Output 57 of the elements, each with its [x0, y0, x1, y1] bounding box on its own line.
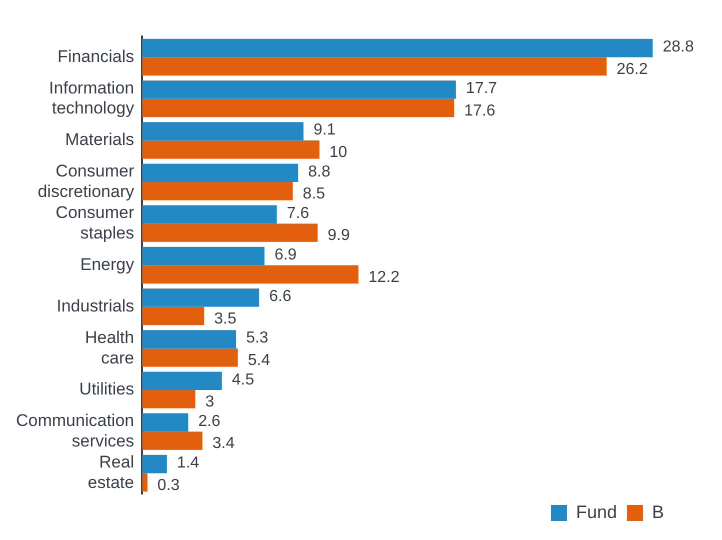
data-label: 4.5 [232, 371, 254, 388]
bar [142, 80, 456, 99]
bar [142, 38, 653, 58]
bar [142, 265, 358, 284]
data-label: 6.9 [274, 246, 297, 264]
y-tick-label: Real estate [88, 452, 134, 492]
bar [142, 473, 148, 492]
data-label: 17.7 [466, 80, 498, 98]
data-label: 8.5 [302, 186, 326, 203]
bar [142, 224, 318, 242]
bar [142, 164, 298, 182]
data-label: 2.6 [198, 412, 221, 430]
data-label: 5.3 [246, 330, 268, 347]
bar [142, 288, 260, 307]
y-tick-label: Communication services [16, 411, 134, 450]
data-label: 1.4 [176, 454, 200, 472]
data-label: 12.2 [368, 268, 400, 286]
bar [142, 98, 454, 118]
y-tick-label: Consumer staples [56, 203, 134, 242]
bar [142, 432, 202, 450]
bar [142, 330, 236, 348]
bar [142, 390, 196, 408]
bar [142, 205, 277, 224]
bar [142, 454, 167, 474]
y-tick-label: Information technology [49, 78, 135, 118]
data-label: 3.4 [212, 435, 235, 452]
data-label: 17.6 [464, 102, 496, 120]
data-label: 10 [329, 144, 348, 161]
legend-label: B [652, 502, 664, 522]
data-label: 8.8 [308, 163, 330, 180]
data-label: 6.6 [269, 288, 292, 306]
y-tick-label: Utilities [79, 380, 134, 399]
data-label: 26.2 [616, 60, 648, 78]
data-label: 3.5 [214, 310, 236, 328]
data-label: 28.8 [662, 38, 694, 56]
y-tick-label: Financials [58, 46, 134, 66]
bar [142, 372, 222, 390]
bar [142, 413, 188, 432]
bar [142, 348, 238, 367]
data-label: 3 [205, 394, 214, 411]
y-tick-label: Health care [84, 328, 134, 368]
data-label: 9.9 [328, 227, 350, 244]
data-label: 7.6 [286, 204, 310, 222]
bar [142, 57, 607, 76]
y-tick-label: Materials [65, 130, 134, 150]
bar [142, 246, 264, 266]
y-tick-label: Consumer discretionary [38, 161, 135, 201]
bar [142, 122, 304, 140]
data-label: 5.4 [248, 352, 270, 369]
data-label: 0.3 [157, 476, 180, 494]
bar [142, 306, 204, 326]
bar [142, 140, 320, 159]
legend-label: Fund [576, 502, 617, 522]
y-tick-label: Energy [80, 254, 135, 274]
bar [142, 182, 293, 200]
data-label: 9.1 [313, 122, 336, 139]
y-tick-label: Industrials [56, 296, 134, 316]
